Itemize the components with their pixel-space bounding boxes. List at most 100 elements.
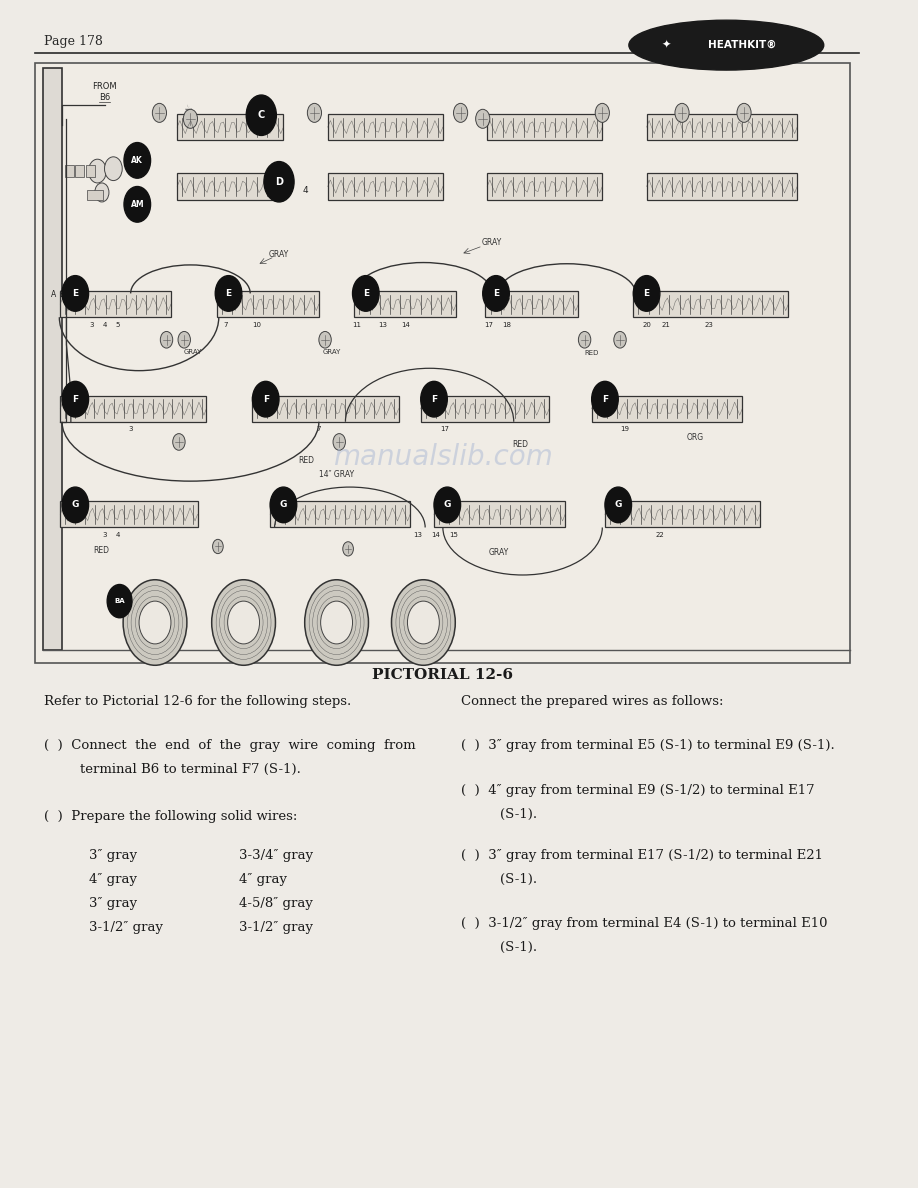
- Text: G: G: [280, 500, 287, 510]
- Circle shape: [333, 434, 345, 450]
- Text: C: C: [258, 110, 265, 120]
- Circle shape: [420, 381, 447, 417]
- Text: BA: BA: [114, 598, 125, 605]
- Text: RED: RED: [298, 456, 315, 466]
- Text: F: F: [263, 394, 269, 404]
- Text: B6: B6: [99, 93, 110, 102]
- Text: (  )  3″ gray from terminal E5 (S-1) to terminal E9 (S-1).: ( ) 3″ gray from terminal E5 (S-1) to te…: [461, 739, 834, 752]
- Text: (S-1).: (S-1).: [500, 808, 538, 821]
- Bar: [486, 291, 578, 317]
- Text: 15: 15: [449, 532, 458, 538]
- Circle shape: [173, 434, 185, 450]
- Text: GRAY: GRAY: [489, 548, 509, 557]
- Bar: [42, 68, 62, 650]
- Bar: [487, 114, 602, 140]
- Bar: [61, 396, 207, 422]
- Text: Page 178: Page 178: [44, 36, 103, 48]
- Text: G: G: [72, 500, 79, 510]
- Circle shape: [483, 276, 509, 311]
- Text: GRAY: GRAY: [481, 238, 502, 247]
- Bar: [633, 291, 789, 317]
- Text: 14″ GRAY: 14″ GRAY: [319, 469, 354, 479]
- Circle shape: [246, 95, 276, 135]
- Text: 19: 19: [620, 426, 629, 432]
- Text: A: A: [51, 290, 57, 299]
- Text: 4″ gray: 4″ gray: [88, 873, 137, 886]
- Circle shape: [453, 103, 467, 122]
- Text: G: G: [443, 500, 451, 510]
- Circle shape: [737, 103, 751, 122]
- Bar: [354, 291, 456, 317]
- Text: 21: 21: [662, 322, 670, 328]
- Text: 17: 17: [440, 426, 449, 432]
- Circle shape: [123, 580, 187, 665]
- Circle shape: [319, 331, 331, 348]
- Text: 4-5/8″ gray: 4-5/8″ gray: [240, 897, 313, 910]
- Circle shape: [139, 601, 171, 644]
- Text: F: F: [431, 394, 437, 404]
- Circle shape: [476, 109, 490, 128]
- Circle shape: [62, 487, 88, 523]
- Text: (  )  3″ gray from terminal E17 (S-1/2) to terminal E21: ( ) 3″ gray from terminal E17 (S-1/2) to…: [461, 849, 823, 862]
- Circle shape: [633, 276, 660, 311]
- Circle shape: [614, 331, 626, 348]
- Circle shape: [605, 487, 632, 523]
- Text: 13: 13: [378, 322, 387, 328]
- Text: AM: AM: [130, 200, 144, 209]
- Text: RED: RED: [512, 440, 528, 449]
- Text: F: F: [73, 394, 78, 404]
- Text: 3: 3: [129, 426, 133, 432]
- Circle shape: [434, 487, 461, 523]
- Text: RED: RED: [93, 545, 109, 555]
- Text: E: E: [73, 289, 78, 298]
- Text: 14: 14: [401, 322, 410, 328]
- Circle shape: [578, 331, 591, 348]
- Circle shape: [270, 487, 297, 523]
- Circle shape: [592, 381, 618, 417]
- Circle shape: [184, 109, 197, 128]
- Bar: [177, 114, 284, 140]
- Bar: [36, 63, 850, 663]
- Text: 20: 20: [643, 322, 651, 328]
- Circle shape: [62, 381, 88, 417]
- Bar: [592, 396, 743, 422]
- Text: manualslib.com: manualslib.com: [333, 443, 553, 472]
- Circle shape: [124, 187, 151, 222]
- Bar: [86, 165, 95, 177]
- Circle shape: [213, 539, 223, 554]
- Circle shape: [252, 381, 279, 417]
- Bar: [328, 173, 442, 200]
- Circle shape: [161, 331, 173, 348]
- Text: FROM: FROM: [92, 82, 117, 91]
- Circle shape: [342, 542, 353, 556]
- Bar: [605, 501, 760, 527]
- Text: GRAY: GRAY: [184, 348, 202, 355]
- Bar: [252, 396, 398, 422]
- Text: (  )  Connect  the  end  of  the  gray  wire  coming  from: ( ) Connect the end of the gray wire com…: [44, 739, 416, 752]
- Circle shape: [408, 601, 440, 644]
- Circle shape: [105, 157, 122, 181]
- Text: 22: 22: [655, 532, 665, 538]
- Text: (S-1).: (S-1).: [500, 941, 538, 954]
- Bar: [177, 173, 284, 200]
- Text: 7: 7: [224, 322, 228, 328]
- Circle shape: [228, 601, 260, 644]
- Text: 13: 13: [414, 532, 422, 538]
- Text: 3″ gray: 3″ gray: [88, 849, 137, 862]
- Bar: [61, 291, 171, 317]
- Bar: [328, 114, 442, 140]
- Text: F: F: [602, 394, 608, 404]
- Text: (S-1).: (S-1).: [500, 873, 538, 886]
- Circle shape: [353, 276, 379, 311]
- Text: HEATHKIT®: HEATHKIT®: [708, 40, 777, 50]
- Text: 10: 10: [252, 322, 262, 328]
- Bar: [270, 501, 410, 527]
- Ellipse shape: [629, 20, 823, 70]
- Text: GRAY: GRAY: [323, 348, 341, 355]
- Text: ☕: ☕: [184, 105, 192, 114]
- Circle shape: [305, 580, 368, 665]
- Text: ORG: ORG: [687, 432, 703, 442]
- Text: 4: 4: [303, 185, 308, 195]
- Circle shape: [675, 103, 689, 122]
- Text: 4: 4: [102, 322, 106, 328]
